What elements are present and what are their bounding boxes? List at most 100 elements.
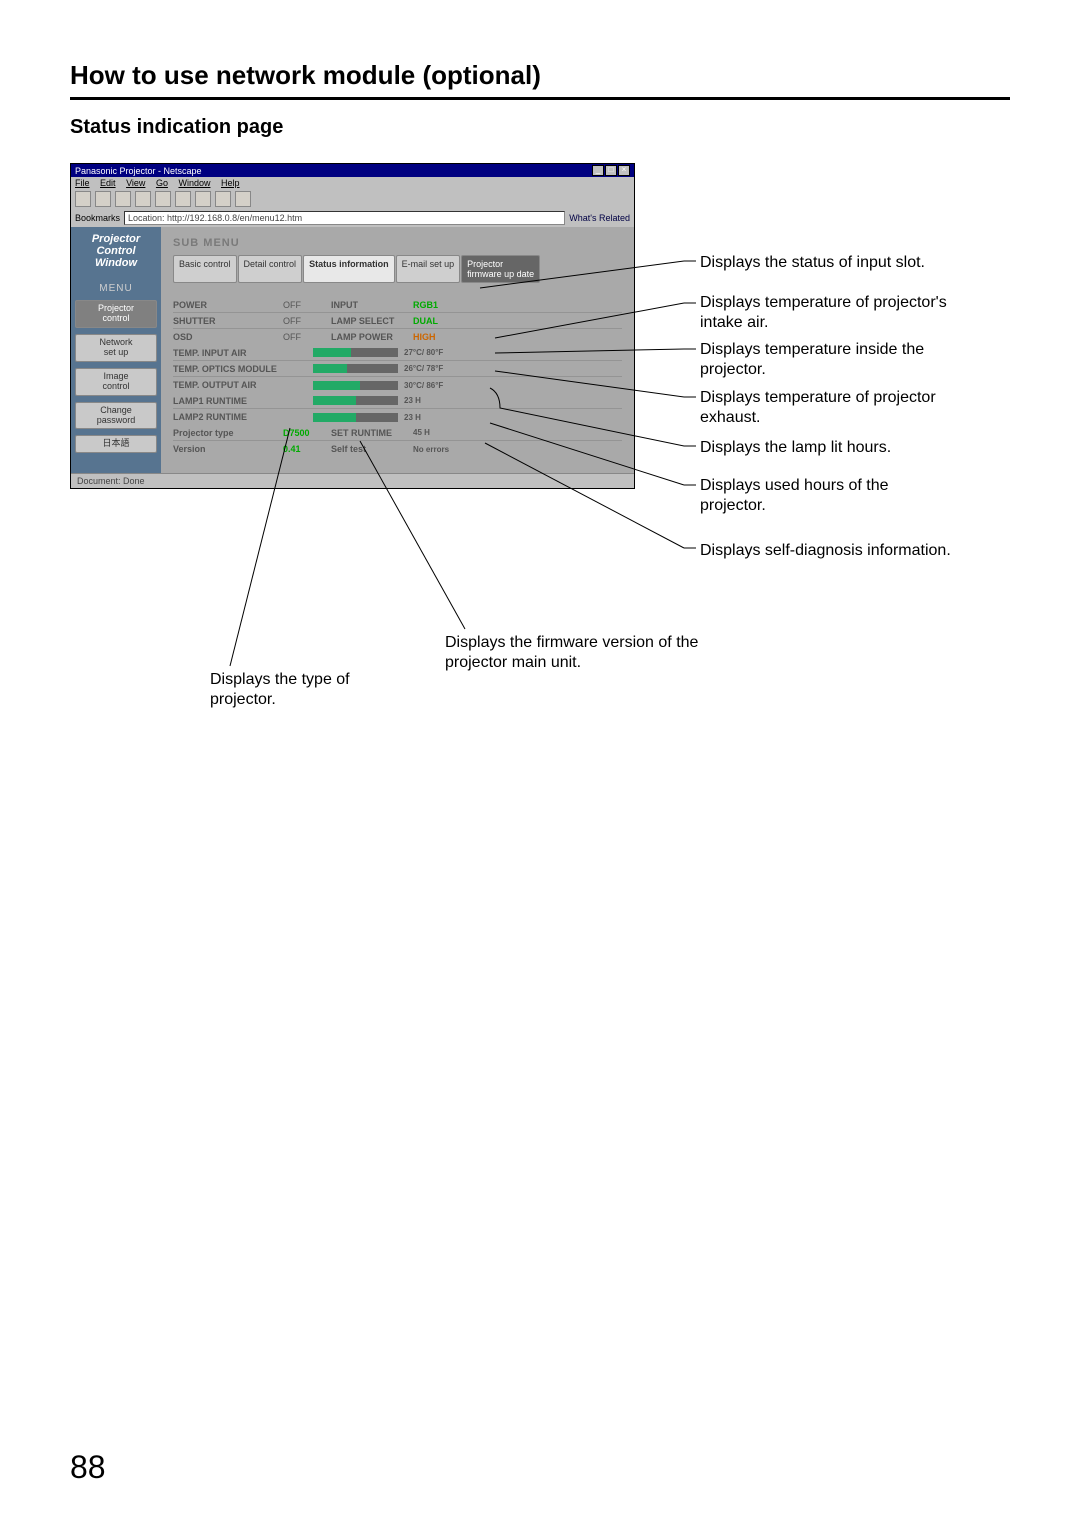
temp-value: 27°C/ 80°F (404, 348, 443, 357)
stop-icon[interactable] (235, 191, 251, 207)
callout-exhaust-temp: Displays temperature of projector exhaus… (700, 388, 980, 428)
status-label2: LAMP POWER (331, 332, 413, 342)
tab[interactable]: Basic control (173, 255, 237, 283)
search-icon[interactable] (155, 191, 171, 207)
temp-bar (313, 364, 398, 373)
close-icon[interactable]: × (618, 165, 630, 176)
runtime-bar (313, 396, 398, 405)
temp-value: 26°C/ 78°F (404, 364, 443, 373)
status-label: OSD (173, 332, 283, 342)
status-label: SHUTTER (173, 316, 283, 326)
runtime-label: LAMP1 RUNTIME (173, 396, 313, 406)
browser-toolbar (71, 189, 634, 209)
status-row: OSDOFFLAMP POWERHIGH (173, 329, 622, 345)
tab[interactable]: E-mail set up (396, 255, 461, 283)
browser-window: Panasonic Projector - Netscape _ □ × Fil… (70, 163, 635, 489)
temp-label: TEMP. INPUT AIR (173, 348, 313, 358)
page-number: 88 (70, 1449, 106, 1486)
temp-row: TEMP. INPUT AIR 27°C/ 80°F (173, 345, 622, 361)
menu-help[interactable]: Help (221, 178, 240, 188)
browser-menubar: File Edit View Go Window Help (71, 177, 634, 189)
proj-type-value: D7500 (283, 428, 331, 438)
runtime-value: 23 H (404, 413, 421, 422)
sidebar-item[interactable]: Changepassword (75, 402, 157, 430)
browser-statusbar: Document: Done (71, 473, 634, 488)
reload-icon[interactable] (115, 191, 131, 207)
tab[interactable]: Projectorfirmware up date (461, 255, 540, 283)
security-icon[interactable] (215, 191, 231, 207)
callout-proj-type: Displays the type of projector. (210, 670, 380, 710)
callout-lamp-hours: Displays the lamp lit hours. (700, 438, 891, 458)
selftest-label: Self test (331, 444, 413, 454)
temp-row: TEMP. OPTICS MODULE 26°C/ 78°F (173, 361, 622, 377)
selftest-value: No errors (413, 445, 449, 454)
content-frame: Projector Control Window MENU Projectorc… (71, 227, 634, 473)
temp-label: TEMP. OPTICS MODULE (173, 364, 313, 374)
logo-line2: Control (75, 245, 157, 257)
sidebar-item[interactable]: 日本語 (75, 435, 157, 453)
sidebar-item[interactable]: Networkset up (75, 334, 157, 362)
set-runtime-value: 45 H (413, 428, 430, 437)
callout-input-slot: Displays the status of input slot. (700, 253, 925, 273)
tab[interactable]: Detail control (238, 255, 303, 283)
figure-area: Panasonic Projector - Netscape _ □ × Fil… (70, 163, 1010, 813)
status-label: POWER (173, 300, 283, 310)
runtime-bar (313, 413, 398, 422)
browser-location-bar: Bookmarks Location: http://192.168.0.8/e… (71, 209, 634, 227)
menu-edit[interactable]: Edit (100, 178, 116, 188)
home-icon[interactable] (135, 191, 151, 207)
footer-row-2: Version 0.41 Self test No errors (173, 441, 622, 457)
browser-title: Panasonic Projector - Netscape (75, 166, 202, 176)
print-icon[interactable] (195, 191, 211, 207)
temp-label: TEMP. OUTPUT AIR (173, 380, 313, 390)
status-value: OFF (283, 300, 331, 310)
logo-line1: Projector (75, 233, 157, 245)
menu-label: MENU (75, 283, 157, 294)
status-value2: HIGH (413, 332, 436, 342)
submenu-label: SUB MENU (173, 237, 622, 249)
tabrow: Basic controlDetail controlStatus inform… (173, 255, 622, 283)
minimize-icon[interactable]: _ (592, 165, 604, 176)
menu-file[interactable]: File (75, 178, 90, 188)
callout-selftest: Displays self-diagnosis information. (700, 541, 951, 561)
page-heading: How to use network module (optional) (70, 60, 1010, 100)
sidebar-item[interactable]: Projectorcontrol (75, 300, 157, 328)
callout-firmware: Displays the firmware version of the pro… (445, 633, 755, 673)
sidebar-item[interactable]: Imagecontrol (75, 368, 157, 396)
runtime-label: LAMP2 RUNTIME (173, 412, 313, 422)
temp-bar (313, 348, 398, 357)
version-label: Version (173, 444, 283, 454)
bookmarks-label[interactable]: Bookmarks (75, 213, 120, 223)
temp-row: TEMP. OUTPUT AIR 30°C/ 86°F (173, 377, 622, 393)
callout-used-hours: Displays used hours of the projector. (700, 476, 930, 516)
runtime-value: 23 H (404, 396, 421, 405)
status-label2: LAMP SELECT (331, 316, 413, 326)
menu-window[interactable]: Window (178, 178, 210, 188)
callout-inside-temp: Displays temperature inside the projecto… (700, 340, 960, 380)
sidebar: Projector Control Window MENU Projectorc… (71, 227, 161, 473)
whats-related[interactable]: What's Related (569, 213, 630, 223)
menu-view[interactable]: View (126, 178, 145, 188)
back-icon[interactable] (75, 191, 91, 207)
menu-go[interactable]: Go (156, 178, 168, 188)
status-value2: RGB1 (413, 300, 438, 310)
maximize-icon[interactable]: □ (605, 165, 617, 176)
url-field[interactable]: Location: http://192.168.0.8/en/menu12.h… (124, 211, 565, 225)
runtime-row: LAMP2 RUNTIME 23 H (173, 409, 622, 425)
version-value: 0.41 (283, 444, 331, 454)
temp-value: 30°C/ 86°F (404, 381, 443, 390)
page-subheading: Status indication page (70, 116, 1010, 139)
forward-icon[interactable] (95, 191, 111, 207)
runtime-row: LAMP1 RUNTIME 23 H (173, 393, 622, 409)
status-value: OFF (283, 332, 331, 342)
status-row: SHUTTEROFFLAMP SELECTDUAL (173, 313, 622, 329)
footer-row-1: Projector type D7500 SET RUNTIME 45 H (173, 425, 622, 441)
main-panel: SUB MENU Basic controlDetail controlStat… (161, 227, 634, 473)
set-runtime-label: SET RUNTIME (331, 428, 413, 438)
callout-intake-air: Displays temperature of projector's inta… (700, 293, 990, 333)
temp-bar (313, 381, 398, 390)
tab[interactable]: Status information (303, 255, 395, 283)
browser-titlebar: Panasonic Projector - Netscape _ □ × (71, 164, 634, 177)
guide-icon[interactable] (175, 191, 191, 207)
status-value2: DUAL (413, 316, 438, 326)
